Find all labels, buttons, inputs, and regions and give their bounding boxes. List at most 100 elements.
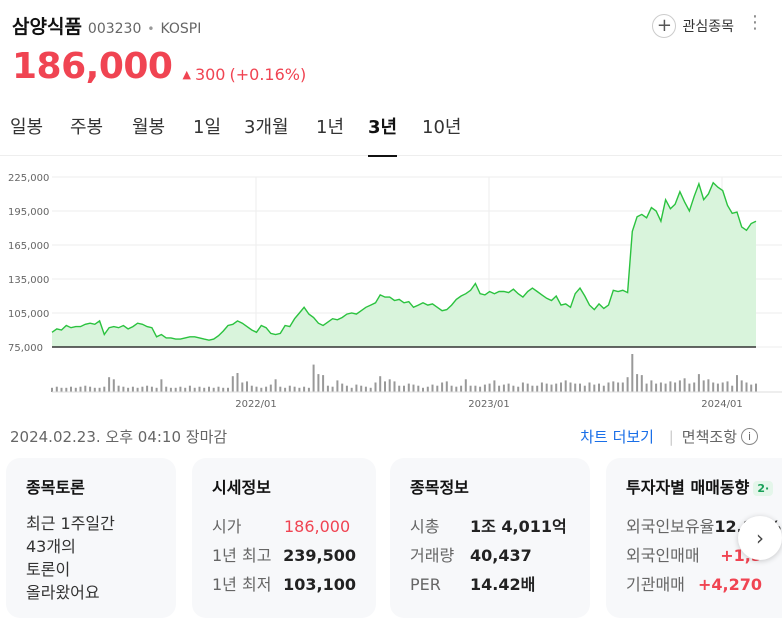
card-market-info[interactable]: 시세정보 시가 186,000 1년 최고 239,500 1년 최저 103,…: [192, 458, 376, 618]
volume-bar: [222, 387, 225, 392]
volume-bar: [70, 386, 72, 392]
volume-bar: [131, 386, 134, 392]
volume-bar: [350, 387, 353, 392]
volume-bar: [469, 385, 472, 392]
card-discussion[interactable]: 종목토론 최근 1주일간 43개의 토론이 올라왔어요: [6, 458, 176, 618]
volume-bar: [640, 375, 643, 392]
volume-bar: [574, 383, 577, 392]
volume-bar: [674, 382, 677, 392]
volume-bar: [678, 380, 681, 392]
chart-more-link[interactable]: 차트 더보기: [580, 426, 654, 447]
card-line: 올라왔어요: [26, 583, 100, 602]
volume-bar: [274, 379, 277, 392]
volume-bar: [60, 387, 63, 392]
card-line: 43개의: [26, 537, 76, 556]
kv-value: 103,100: [283, 575, 356, 594]
tab-weekly[interactable]: 주봉: [70, 117, 104, 138]
chart-more-label: 차트 더보기: [580, 428, 654, 446]
tab-monthly[interactable]: 월봉: [132, 117, 166, 138]
kv-row: 시총 1조 4,011억: [410, 512, 570, 541]
tab-daily[interactable]: 일봉: [10, 117, 44, 138]
volume-bar: [612, 381, 615, 392]
volume-bar: [326, 385, 329, 392]
volume-bar: [688, 383, 691, 392]
volume-bar: [569, 382, 572, 392]
volume-bar: [169, 387, 172, 392]
volume-bar: [98, 387, 101, 392]
add-favorite-button[interactable]: + 관심종목: [652, 14, 734, 38]
volume-bar: [288, 385, 291, 392]
kv-value: 14.42배: [470, 575, 536, 594]
card-title: 종목토론: [26, 478, 85, 497]
volume-bar: [193, 387, 196, 392]
volume-bar: [345, 385, 348, 392]
volume-bar: [160, 379, 163, 392]
chart-datetime: 2024.02.23. 오후 04:10 장마감: [10, 428, 228, 446]
volume-bar: [731, 385, 734, 392]
volume-bar: [474, 385, 477, 392]
card-text: 최근 1주일간 43개의 토론이 올라왔어요: [26, 512, 156, 604]
volume-bar: [331, 386, 334, 392]
y-tick-label: 225,000: [8, 173, 49, 184]
volume-bar: [227, 387, 229, 392]
volume-bar: [555, 383, 558, 392]
volume-bar: [231, 376, 234, 392]
price-chart[interactable]: 225,000 195,000 165,000 135,000 105,000 75,00…: [0, 165, 782, 415]
volume-bar: [284, 387, 287, 392]
separator: |: [668, 427, 674, 446]
card-line: 최근 1주일간: [26, 514, 115, 533]
volume-bar: [65, 387, 68, 392]
volume-bar: [455, 386, 458, 392]
volume-bar: [693, 382, 696, 392]
kv-row: 시가 186,000: [212, 512, 356, 541]
volume-bar: [150, 386, 153, 392]
volume-bar: [203, 387, 206, 392]
kv-row: 거래량 40,437: [410, 541, 570, 570]
volume-bar: [312, 364, 315, 392]
stock-code: 003230: [87, 21, 142, 37]
volume-bar: [431, 384, 434, 392]
disclaimer-link[interactable]: | 면책조항 i: [665, 426, 758, 447]
volume-bar: [379, 376, 382, 392]
kv-key: 기관매매: [626, 575, 685, 594]
volume-bar: [422, 387, 424, 392]
volume-bar: [745, 382, 748, 392]
volume-bar: [236, 373, 239, 392]
volume-bar: [664, 383, 667, 392]
volume-bar: [507, 383, 510, 392]
price-line: [51, 181, 757, 341]
volume-bar: [631, 354, 634, 392]
info-icon: i: [741, 428, 758, 445]
separator-dot: •: [147, 22, 155, 36]
volume-bar: [369, 387, 372, 392]
kv-value: +4,270: [697, 575, 762, 594]
volume-bar: [512, 385, 515, 392]
x-tick-label: 2023/01: [468, 399, 510, 410]
volume-bar: [89, 386, 92, 392]
kv-key: 1년 최저: [212, 575, 272, 594]
volume-bar: [79, 386, 82, 392]
tab-3month[interactable]: 3개월: [244, 117, 289, 138]
volume-bar: [740, 380, 743, 392]
volume-bar: [564, 380, 567, 392]
volume-bar: [626, 377, 629, 392]
volume-bar: [317, 374, 320, 392]
volume-bar: [712, 382, 715, 392]
tab-3year[interactable]: 3년: [368, 108, 398, 157]
volume-bar: [384, 381, 386, 392]
volume-bar: [593, 384, 596, 392]
tab-1day[interactable]: 1일: [193, 117, 222, 138]
kv-key: 1년 최고: [212, 546, 272, 565]
kv-key: 시가: [212, 517, 242, 536]
volume-bar: [702, 380, 705, 392]
card-stock-info[interactable]: 종목정보 시총 1조 4,011억 거래량 40,437 PER 14.42배: [390, 458, 590, 618]
tab-1year[interactable]: 1년: [316, 117, 345, 138]
volume-bar: [650, 380, 653, 392]
volume-bar: [531, 385, 534, 392]
next-card-button[interactable]: ›: [738, 516, 782, 560]
more-options-icon[interactable]: ⋮: [746, 12, 764, 33]
volume-bar: [212, 387, 215, 392]
volume-bar: [74, 387, 77, 392]
volume-bar: [683, 378, 686, 392]
tab-10year[interactable]: 10년: [422, 117, 462, 138]
